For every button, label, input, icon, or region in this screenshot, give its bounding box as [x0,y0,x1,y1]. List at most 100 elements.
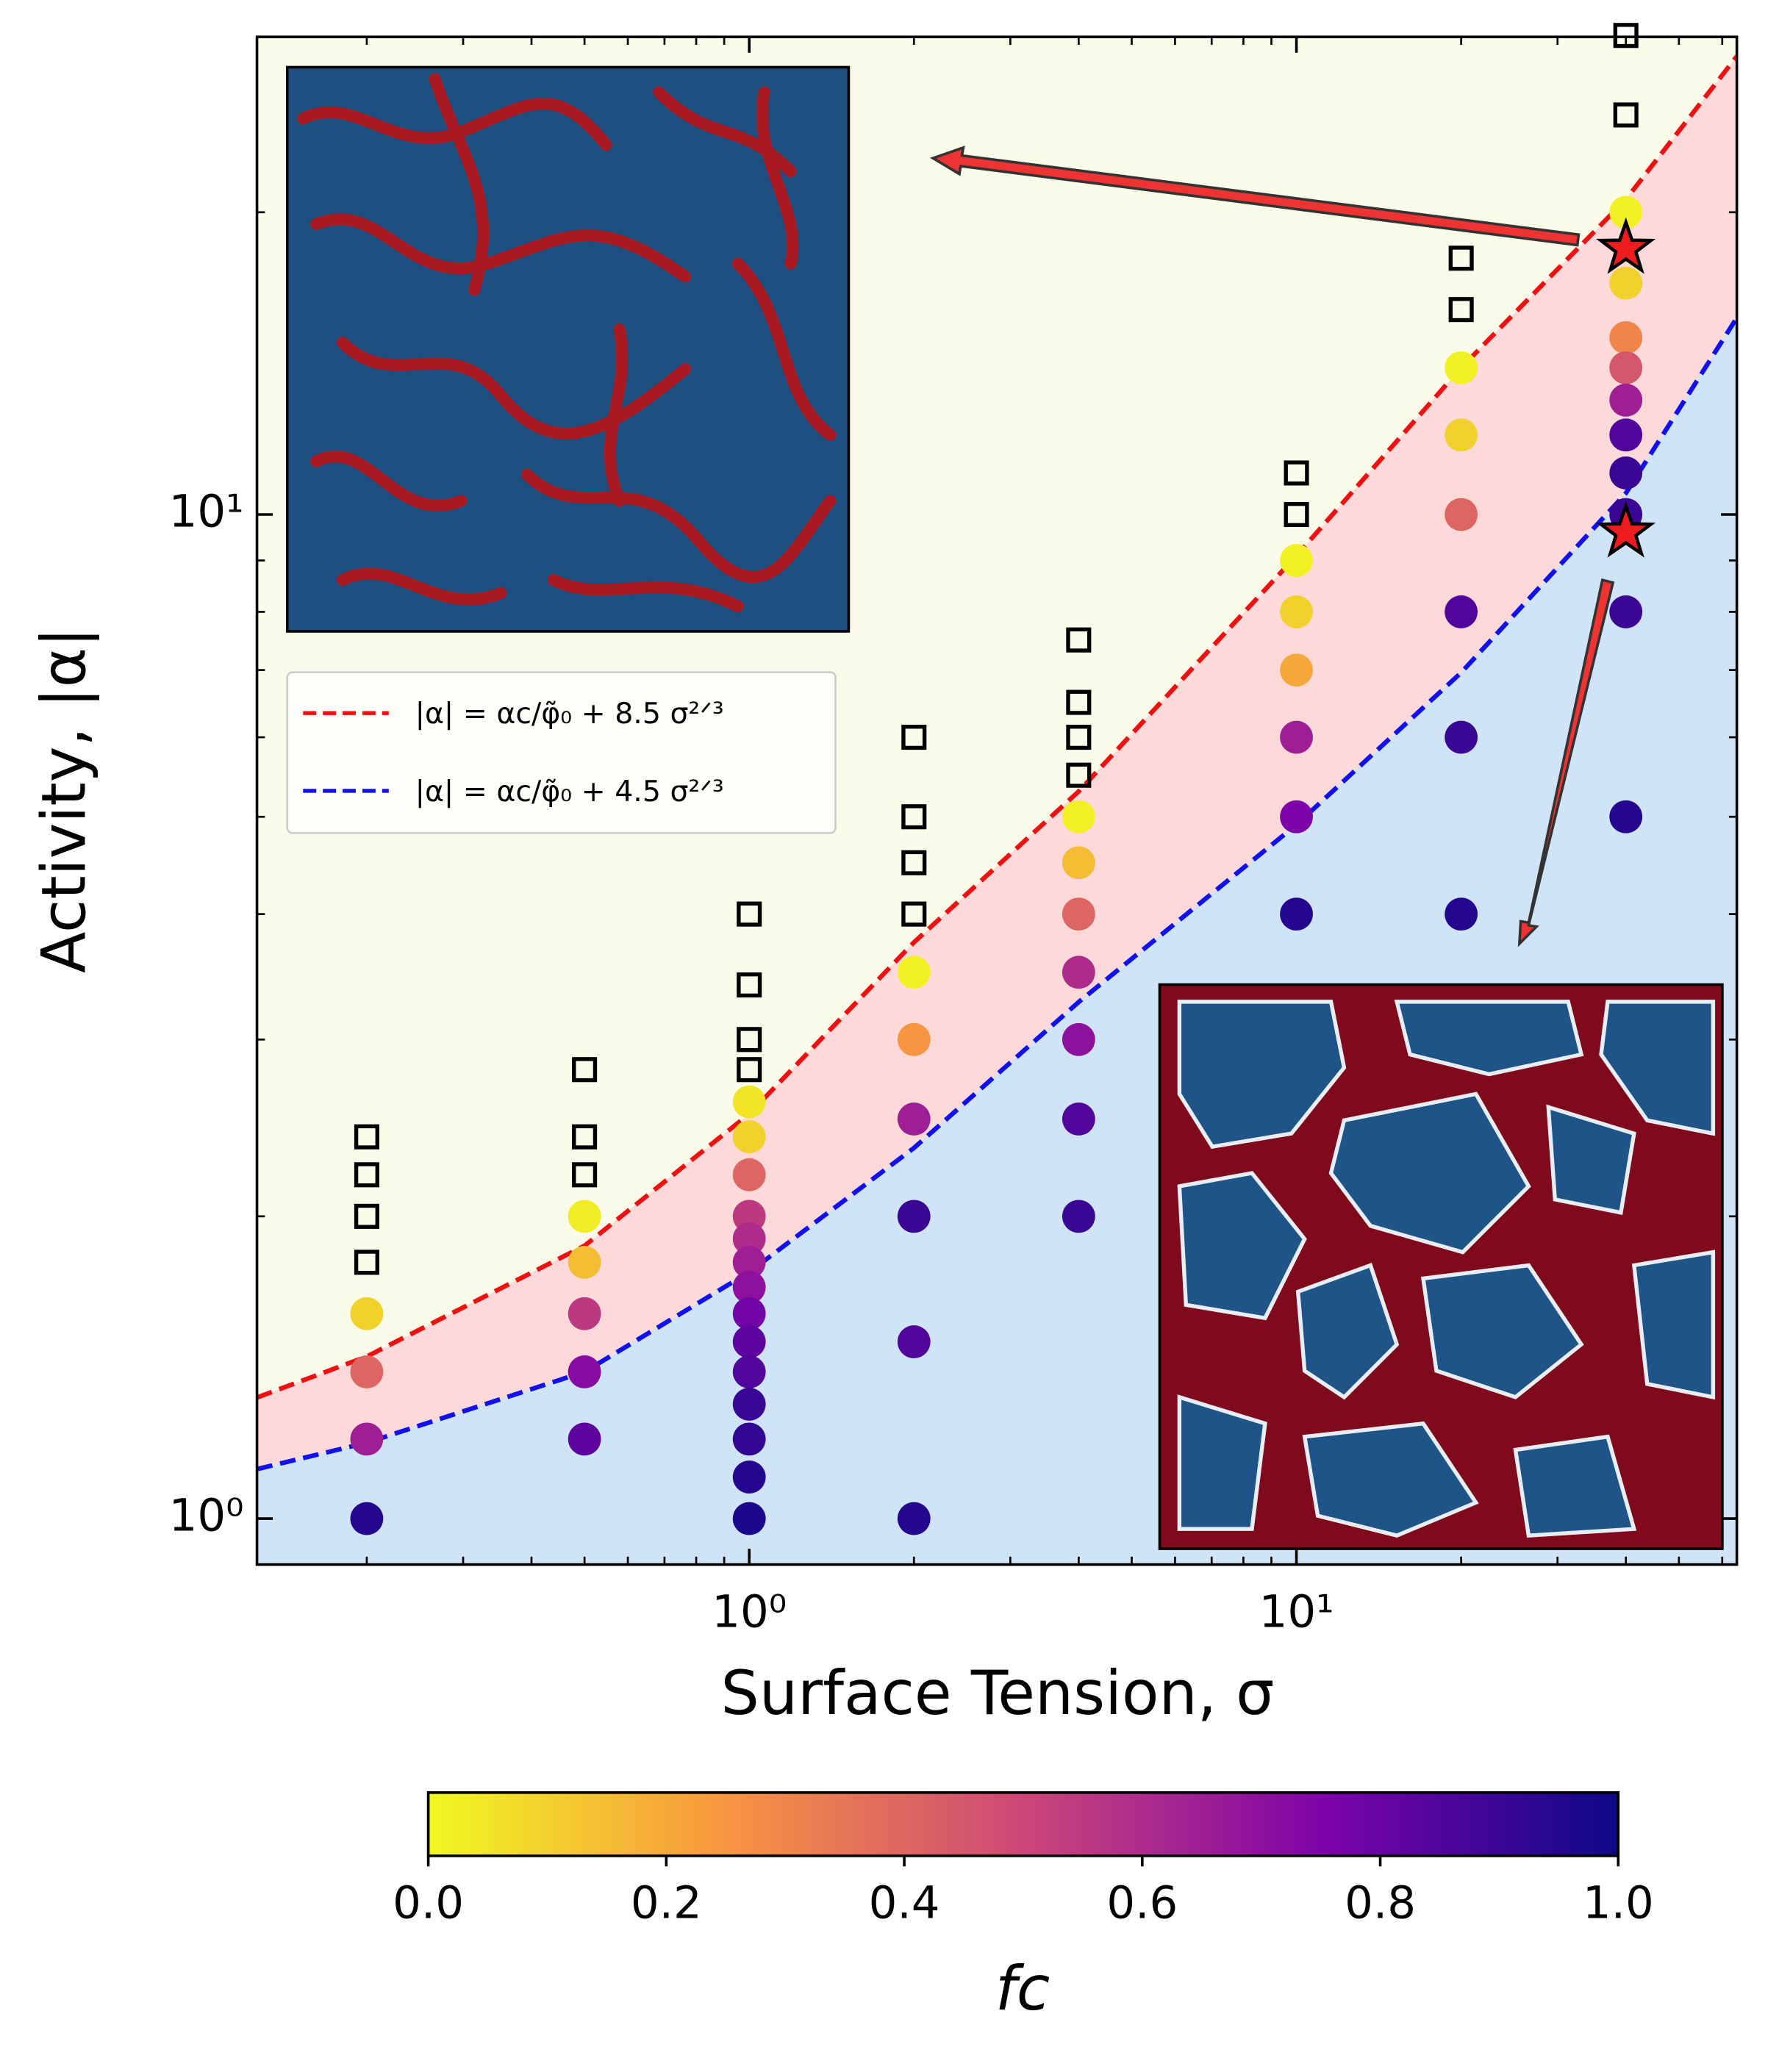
colorbar-tick-label: 0.0 [393,1877,464,1929]
x-tick-label: 10¹ [1259,1585,1334,1638]
square-marker [1066,689,1092,715]
point [1609,266,1643,300]
square-marker [901,725,927,750]
marks [350,23,1656,1535]
point [1609,800,1643,834]
point [1062,1103,1095,1136]
point [1280,800,1313,834]
square-marker [354,1162,379,1188]
point [732,1270,766,1304]
square-marker [901,804,927,830]
point [1062,1200,1095,1233]
y-axis-label: Activity, |α| [29,627,100,973]
point [897,1200,931,1233]
point [732,1297,766,1330]
point [1062,846,1095,880]
square-marker [572,1124,598,1150]
point [568,1200,601,1233]
square-marker [1613,102,1639,128]
colorbar-tick-label: 0.8 [1345,1877,1416,1929]
square-marker [737,1027,762,1053]
square-marker [901,850,927,875]
colorbar [426,1791,1620,1857]
point [1445,418,1478,452]
point [732,1245,766,1279]
point [1062,1022,1095,1056]
point [897,1325,931,1358]
point [1609,456,1643,490]
point [732,1422,766,1456]
legend-label: |α| = αc/φ̃₀ + 4.5 σ²ᐟ³ [415,775,724,809]
square-marker [1448,245,1474,271]
plot-frame [255,35,1739,1566]
square-marker [1066,762,1092,788]
point [1062,800,1095,834]
point [568,1355,601,1388]
square-marker [1066,725,1092,750]
point [1445,595,1478,628]
point [1609,383,1643,417]
square-marker [354,1250,379,1275]
point [1445,498,1478,531]
axes: 10⁰ 10¹ 10⁰ 10¹ 0.0 0.2 0.4 0.6 0.8 1.0 [169,37,1737,1929]
legend-box [286,671,837,834]
square-marker [901,901,927,927]
point [350,1355,384,1388]
square-marker [354,1124,379,1150]
square-marker [737,972,762,998]
colorbar-tick-label: 0.2 [631,1877,702,1929]
point [1280,720,1313,754]
point [732,1120,766,1154]
arrows [929,146,1615,947]
colorbar-tick-label: 0.6 [1106,1877,1178,1929]
point [732,1460,766,1494]
square-marker [737,1057,762,1083]
point [897,1103,931,1136]
point [568,1422,601,1456]
point [1280,897,1313,931]
square-marker [1613,23,1639,49]
square-marker [1284,460,1309,486]
legend-label: |α| = αc/φ̃₀ + 8.5 σ²ᐟ³ [415,697,724,731]
inset-bottom [1158,983,1724,1550]
point [1062,897,1095,931]
star-marker [1596,217,1656,274]
square-marker [354,1203,379,1229]
square-marker [572,1057,598,1083]
point [732,1222,766,1255]
colorbar-tick-label: 1.0 [1583,1877,1654,1929]
point [1280,595,1313,628]
point [897,956,931,989]
point [1609,196,1643,229]
point [1280,653,1313,687]
point [568,1297,601,1330]
square-marker [737,901,762,927]
point [350,1502,384,1535]
point [1445,351,1478,384]
point [732,1325,766,1358]
point [1445,897,1478,931]
star-marker [1596,501,1656,558]
point [732,1502,766,1535]
point [1609,321,1643,354]
square-marker [572,1162,598,1188]
point [897,1022,931,1056]
point [568,1245,601,1279]
square-marker [1066,627,1092,653]
fit-curve [257,54,1737,1400]
square-marker [1284,501,1309,528]
point [1609,351,1643,384]
point [350,1297,384,1330]
x-tick-label: 10⁰ [712,1585,787,1638]
point [732,1158,766,1191]
point [732,1355,766,1388]
point [732,1085,766,1119]
point [1445,720,1478,754]
inset-top [285,65,851,633]
point [1062,956,1095,989]
point [732,1388,766,1421]
colorbar-label: fc [995,1954,1050,2024]
point [1280,544,1313,577]
y-tick-label: 10⁰ [169,1490,244,1542]
